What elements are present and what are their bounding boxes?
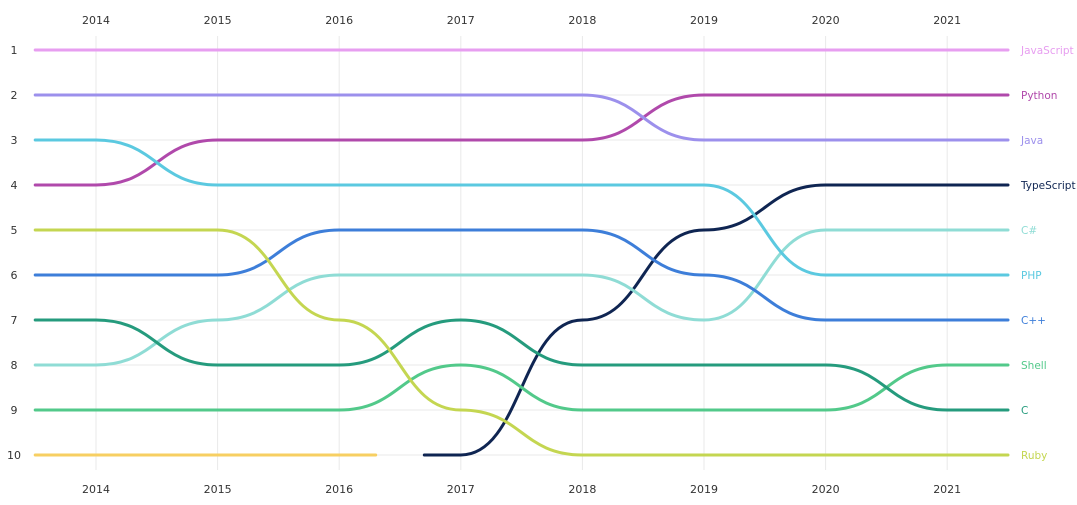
x-tick-label-bottom: 2016 [325,483,353,496]
series-line-typescript [422,183,1010,457]
series-line-c- [33,228,1010,367]
x-tick-label-top: 2019 [690,14,718,27]
series-label: PHP [1021,270,1042,282]
x-tick-label-bottom: 2020 [812,483,840,496]
y-tick-label: 9 [11,404,18,417]
series-line-php [33,138,1010,277]
x-tick-label-bottom: 2019 [690,483,718,496]
series-label: Java [1020,135,1043,147]
series-line-python [33,93,1010,187]
series-line-c- [33,228,1010,322]
series-layer [33,48,1010,457]
x-tick-label-bottom: 2014 [82,483,110,496]
x-tick-label-bottom: 2015 [204,483,232,496]
x-tick-label-top: 2021 [933,14,961,27]
y-tick-label: 1 [11,44,18,57]
series-label: Shell [1021,360,1047,372]
series-label: C [1021,405,1028,417]
series-label: C# [1021,225,1037,237]
x-tick-label-bottom: 2018 [568,483,596,496]
y-tick-label: 10 [7,449,21,462]
x-tick-label-top: 2017 [447,14,475,27]
y-tick-label: 3 [11,134,18,147]
x-tick-label-top: 2015 [204,14,232,27]
x-tick-label-top: 2016 [325,14,353,27]
series-label: Python [1021,90,1057,102]
x-tick-label-top: 2014 [82,14,110,27]
y-tick-label: 7 [11,314,18,327]
y-tick-label: 4 [11,179,18,192]
series-label: C++ [1021,315,1046,327]
series-line-ruby [33,228,1010,457]
series-label: Ruby [1021,450,1047,462]
x-tick-label-bottom: 2017 [447,483,475,496]
y-tick-label: 5 [11,224,18,237]
series-label: JavaScript [1020,45,1074,57]
y-tick-label: 6 [11,269,18,282]
series-label: TypeScript [1020,180,1076,192]
series-line-java [33,93,1010,142]
grid-layer [34,36,1008,470]
label-layer: JavaScript Python Java TypeScript C# PHP C++ Sh… [1020,45,1076,462]
series-line-c [33,318,1010,412]
x-tick-label-top: 2018 [568,14,596,27]
x-tick-label-bottom: 2021 [933,483,961,496]
axis-layer: 1 2 3 4 5 6 7 8 9 10 2014 2014 2015 2015 2016 2016 2017 2… [7,14,961,496]
x-tick-label-top: 2020 [812,14,840,27]
y-tick-label: 8 [11,359,18,372]
y-tick-label: 2 [11,89,18,102]
